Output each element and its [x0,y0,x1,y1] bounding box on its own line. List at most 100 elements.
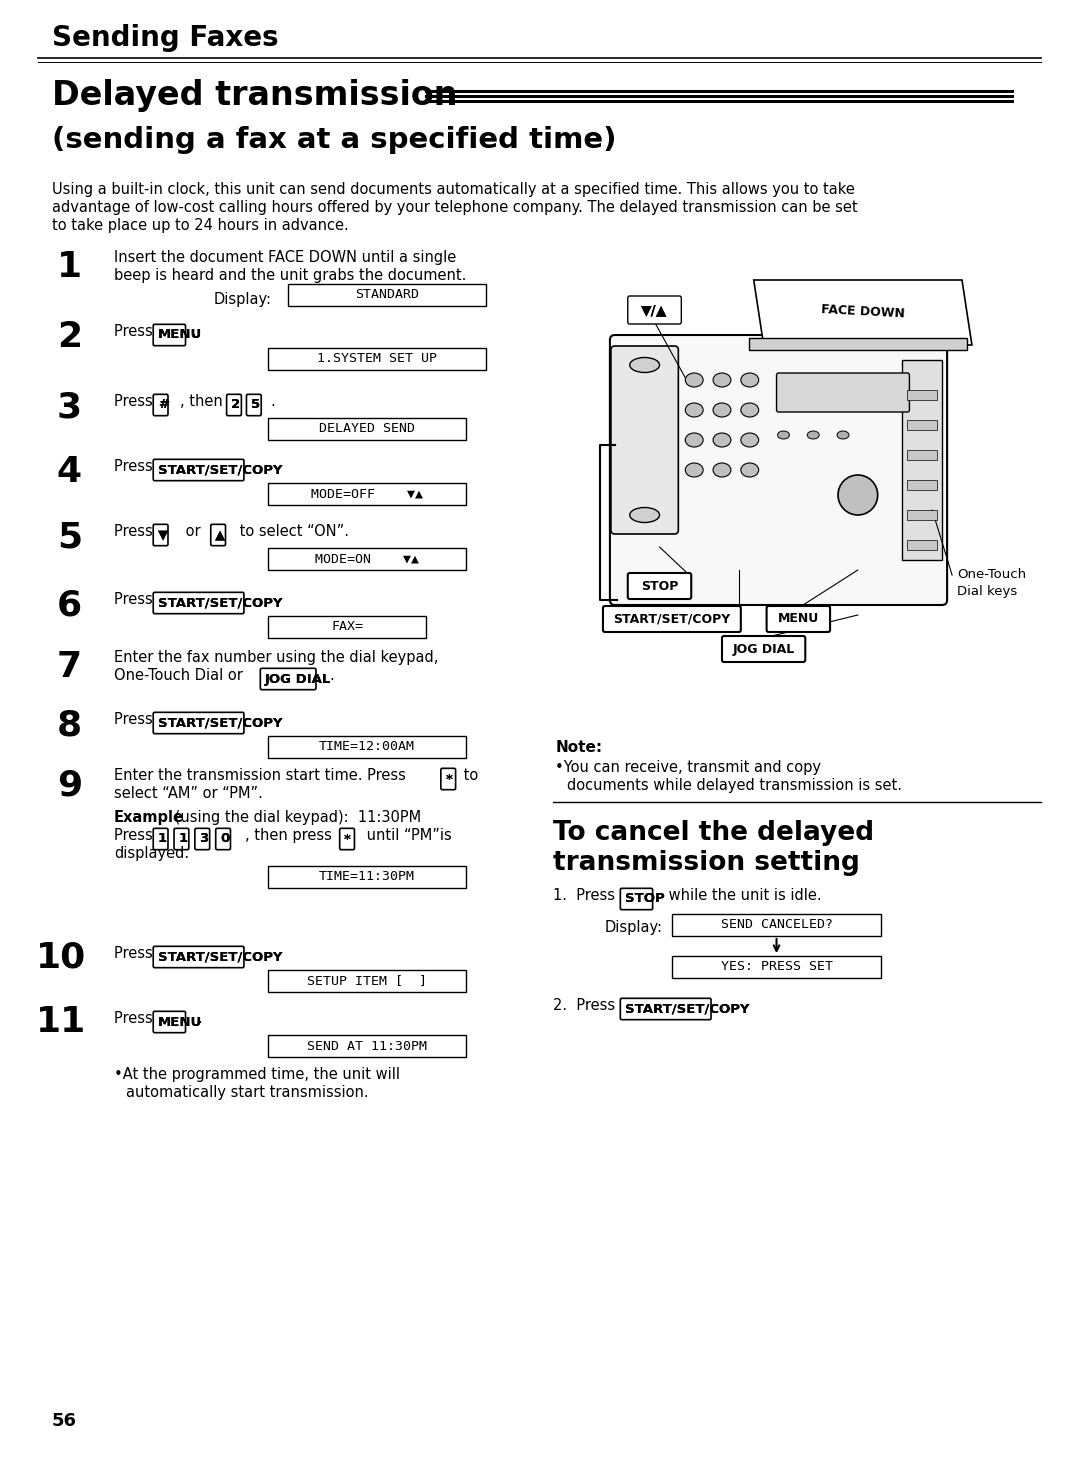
Text: START/SET/COPY: START/SET/COPY [158,717,282,730]
FancyBboxPatch shape [211,524,226,546]
Text: ▼/▲: ▼/▲ [642,304,667,317]
FancyBboxPatch shape [216,828,230,850]
Text: .: . [727,999,731,1013]
FancyBboxPatch shape [260,669,316,689]
Text: JOG DIAL: JOG DIAL [265,673,332,686]
Text: transmission setting: transmission setting [553,850,861,876]
Ellipse shape [741,434,758,447]
Text: *: * [345,832,351,845]
Bar [268,866,467,888]
FancyBboxPatch shape [246,394,261,416]
FancyBboxPatch shape [227,394,241,416]
Text: Press: Press [114,828,158,842]
Text: STOP: STOP [625,892,664,905]
Text: One-Touch: One-Touch [957,568,1026,581]
Text: TIME=12:00AM: TIME=12:00AM [319,740,415,753]
Text: ▼/▲: ▼/▲ [642,304,667,317]
Ellipse shape [630,358,660,372]
Text: START/SET/COPY: START/SET/COPY [612,613,730,625]
Polygon shape [754,280,972,345]
Text: 8: 8 [57,708,82,742]
Text: TIME=11:30PM: TIME=11:30PM [319,870,415,883]
Text: SEND AT 11:30PM: SEND AT 11:30PM [307,1040,427,1053]
Text: START/SET/COPY: START/SET/COPY [158,597,282,609]
Bar [268,347,486,369]
Bar [673,914,880,936]
Text: 9: 9 [57,768,82,802]
Text: (sending a fax at a specified time): (sending a fax at a specified time) [52,126,616,153]
Bar [907,450,937,460]
Text: STANDARD: STANDARD [354,289,419,302]
Text: 3: 3 [200,832,208,845]
Text: while the unit is idle.: while the unit is idle. [664,888,822,902]
Text: *: * [345,832,351,845]
Text: *: * [445,772,453,785]
Text: to: to [459,768,478,783]
Text: •You can receive, transmit and copy: •You can receive, transmit and copy [555,761,822,775]
Ellipse shape [713,434,731,447]
Text: 0: 0 [220,832,229,845]
FancyBboxPatch shape [610,334,947,604]
FancyBboxPatch shape [153,828,168,850]
FancyBboxPatch shape [194,828,210,850]
FancyBboxPatch shape [441,768,456,790]
Text: ▲: ▲ [215,529,226,542]
Text: advantage of low-cost calling hours offered by your telephone company. The delay: advantage of low-cost calling hours offe… [52,200,858,215]
Bar [748,339,967,350]
Text: ▼: ▼ [158,529,167,542]
Text: or: or [181,524,205,539]
Text: automatically start transmission.: automatically start transmission. [126,1085,368,1099]
Text: Press: Press [114,712,158,727]
Text: 5: 5 [251,399,260,412]
Text: FAX=: FAX= [332,620,363,634]
Text: Press: Press [114,591,158,607]
Text: MENU: MENU [158,1016,202,1028]
Text: Delayed transmission: Delayed transmission [52,79,457,112]
Bar [287,285,486,307]
FancyBboxPatch shape [620,999,711,1019]
Text: 5: 5 [57,520,82,553]
Bar [268,969,467,991]
Text: STOP: STOP [625,892,664,905]
FancyBboxPatch shape [767,606,831,632]
Text: MODE=ON    ▼▲: MODE=ON ▼▲ [315,552,419,565]
FancyBboxPatch shape [627,572,691,599]
Text: *: * [445,772,453,785]
FancyBboxPatch shape [603,606,741,632]
Text: Press: Press [114,458,158,474]
Text: 1: 1 [178,832,188,845]
Text: .: . [257,591,262,607]
Text: .: . [197,1010,202,1026]
Bar [907,480,937,491]
Text: Press: Press [114,524,158,539]
Text: MENU: MENU [158,1016,202,1028]
Bar [907,390,937,400]
Text: #: # [158,399,168,412]
Text: 6: 6 [57,588,82,622]
Bar [673,956,880,978]
Text: Using a built-in clock, this unit can send documents automatically at a specifie: Using a built-in clock, this unit can se… [52,182,854,197]
Text: #: # [158,399,168,412]
Text: (using the dial keypad):  11:30PM: (using the dial keypad): 11:30PM [170,810,421,825]
Text: 1: 1 [178,832,188,845]
Text: MENU: MENU [158,328,202,342]
Text: START/SET/COPY: START/SET/COPY [158,950,282,964]
FancyBboxPatch shape [174,828,189,850]
Text: Press: Press [114,946,158,961]
Ellipse shape [741,463,758,477]
Ellipse shape [741,372,758,387]
Text: 3: 3 [200,832,208,845]
Bar [268,736,467,758]
Ellipse shape [741,403,758,418]
Text: 1: 1 [158,832,166,845]
Text: 1: 1 [158,832,166,845]
FancyBboxPatch shape [153,394,168,416]
Text: 3: 3 [57,390,82,423]
Text: 2: 2 [57,320,82,353]
Text: 2: 2 [231,399,240,412]
Text: Press: Press [114,1010,158,1026]
Text: 56: 56 [52,1412,77,1429]
FancyBboxPatch shape [153,712,244,734]
Text: displayed.: displayed. [114,845,189,861]
Text: YES: PRESS SET: YES: PRESS SET [720,961,833,974]
